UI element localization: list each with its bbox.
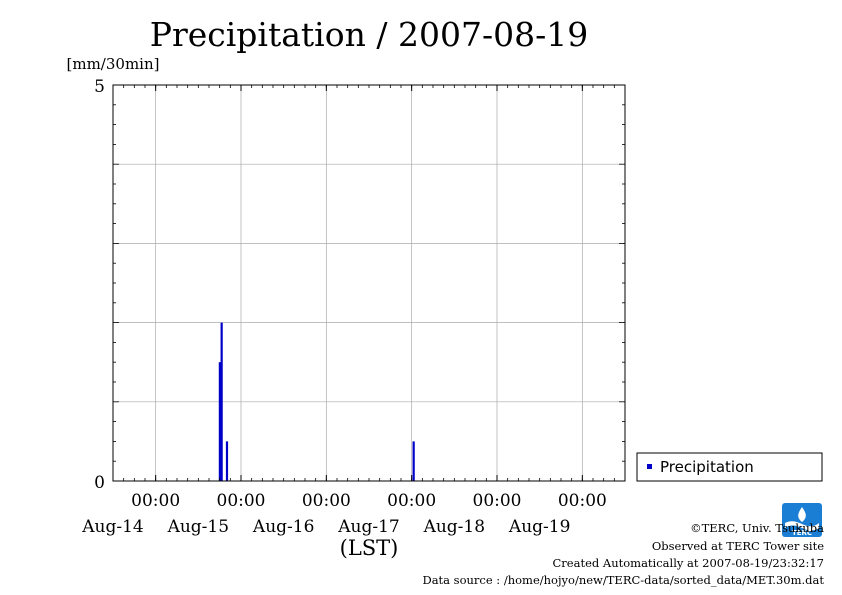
x-tick-time-2: 00:00 [302, 491, 351, 511]
footer-created: Created Automatically at 2007-08-19/23:3… [552, 556, 825, 570]
x-tick-date-5: Aug-19 [508, 517, 570, 537]
y-axis-unit-label: [mm/30min] [67, 55, 160, 73]
terc-logo: TERC [782, 503, 822, 537]
x-axis-label: (LST) [340, 536, 399, 560]
x-tick-date-4: Aug-18 [423, 517, 485, 537]
x-tick-time-5: 00:00 [558, 491, 607, 511]
footer-copyright: ©TERC, Univ. Tsukuba [690, 521, 824, 535]
legend: Precipitation [636, 452, 823, 482]
legend-entry-precipitation: Precipitation [660, 458, 754, 476]
svg-text:TERC: TERC [792, 529, 812, 537]
x-tick-date-0: Aug-14 [81, 517, 143, 537]
y-tick-label-bottom: 0 [94, 473, 105, 493]
x-tick-labels: 00:00 Aug-14 00:00 Aug-15 00:00 Aug-16 00:00 Au… [81, 491, 607, 537]
grid-lines [113, 85, 625, 481]
precipitation-bars [218, 322, 415, 481]
footer-observed: Observed at TERC Tower site [651, 539, 824, 553]
plot-frame [112, 84, 626, 482]
x-tick-date-3: Aug-17 [337, 517, 399, 537]
legend-box [636, 452, 823, 482]
precipitation-bar-2 [225, 441, 229, 481]
x-tick-time-3: 00:00 [387, 491, 436, 511]
precipitation-bar-0 [218, 362, 221, 481]
axis-ticks [112, 84, 626, 482]
x-tick-time-1: 00:00 [217, 491, 266, 511]
precipitation-bar-3 [412, 441, 415, 481]
x-tick-date-2: Aug-16 [252, 517, 314, 537]
x-tick-date-1: Aug-15 [167, 517, 229, 537]
x-tick-time-4: 00:00 [473, 491, 522, 511]
footer-data-source: Data source : /home/hojyo/new/TERC-data/… [422, 573, 824, 587]
y-tick-label-top: 5 [94, 77, 105, 97]
x-tick-time-0: 00:00 [131, 491, 180, 511]
chart-title: Precipitation / 2007-08-19 [150, 15, 588, 54]
precipitation-bar-1 [220, 322, 223, 481]
legend-swatch [647, 464, 652, 469]
y-tick-labels: 50 [94, 77, 105, 493]
